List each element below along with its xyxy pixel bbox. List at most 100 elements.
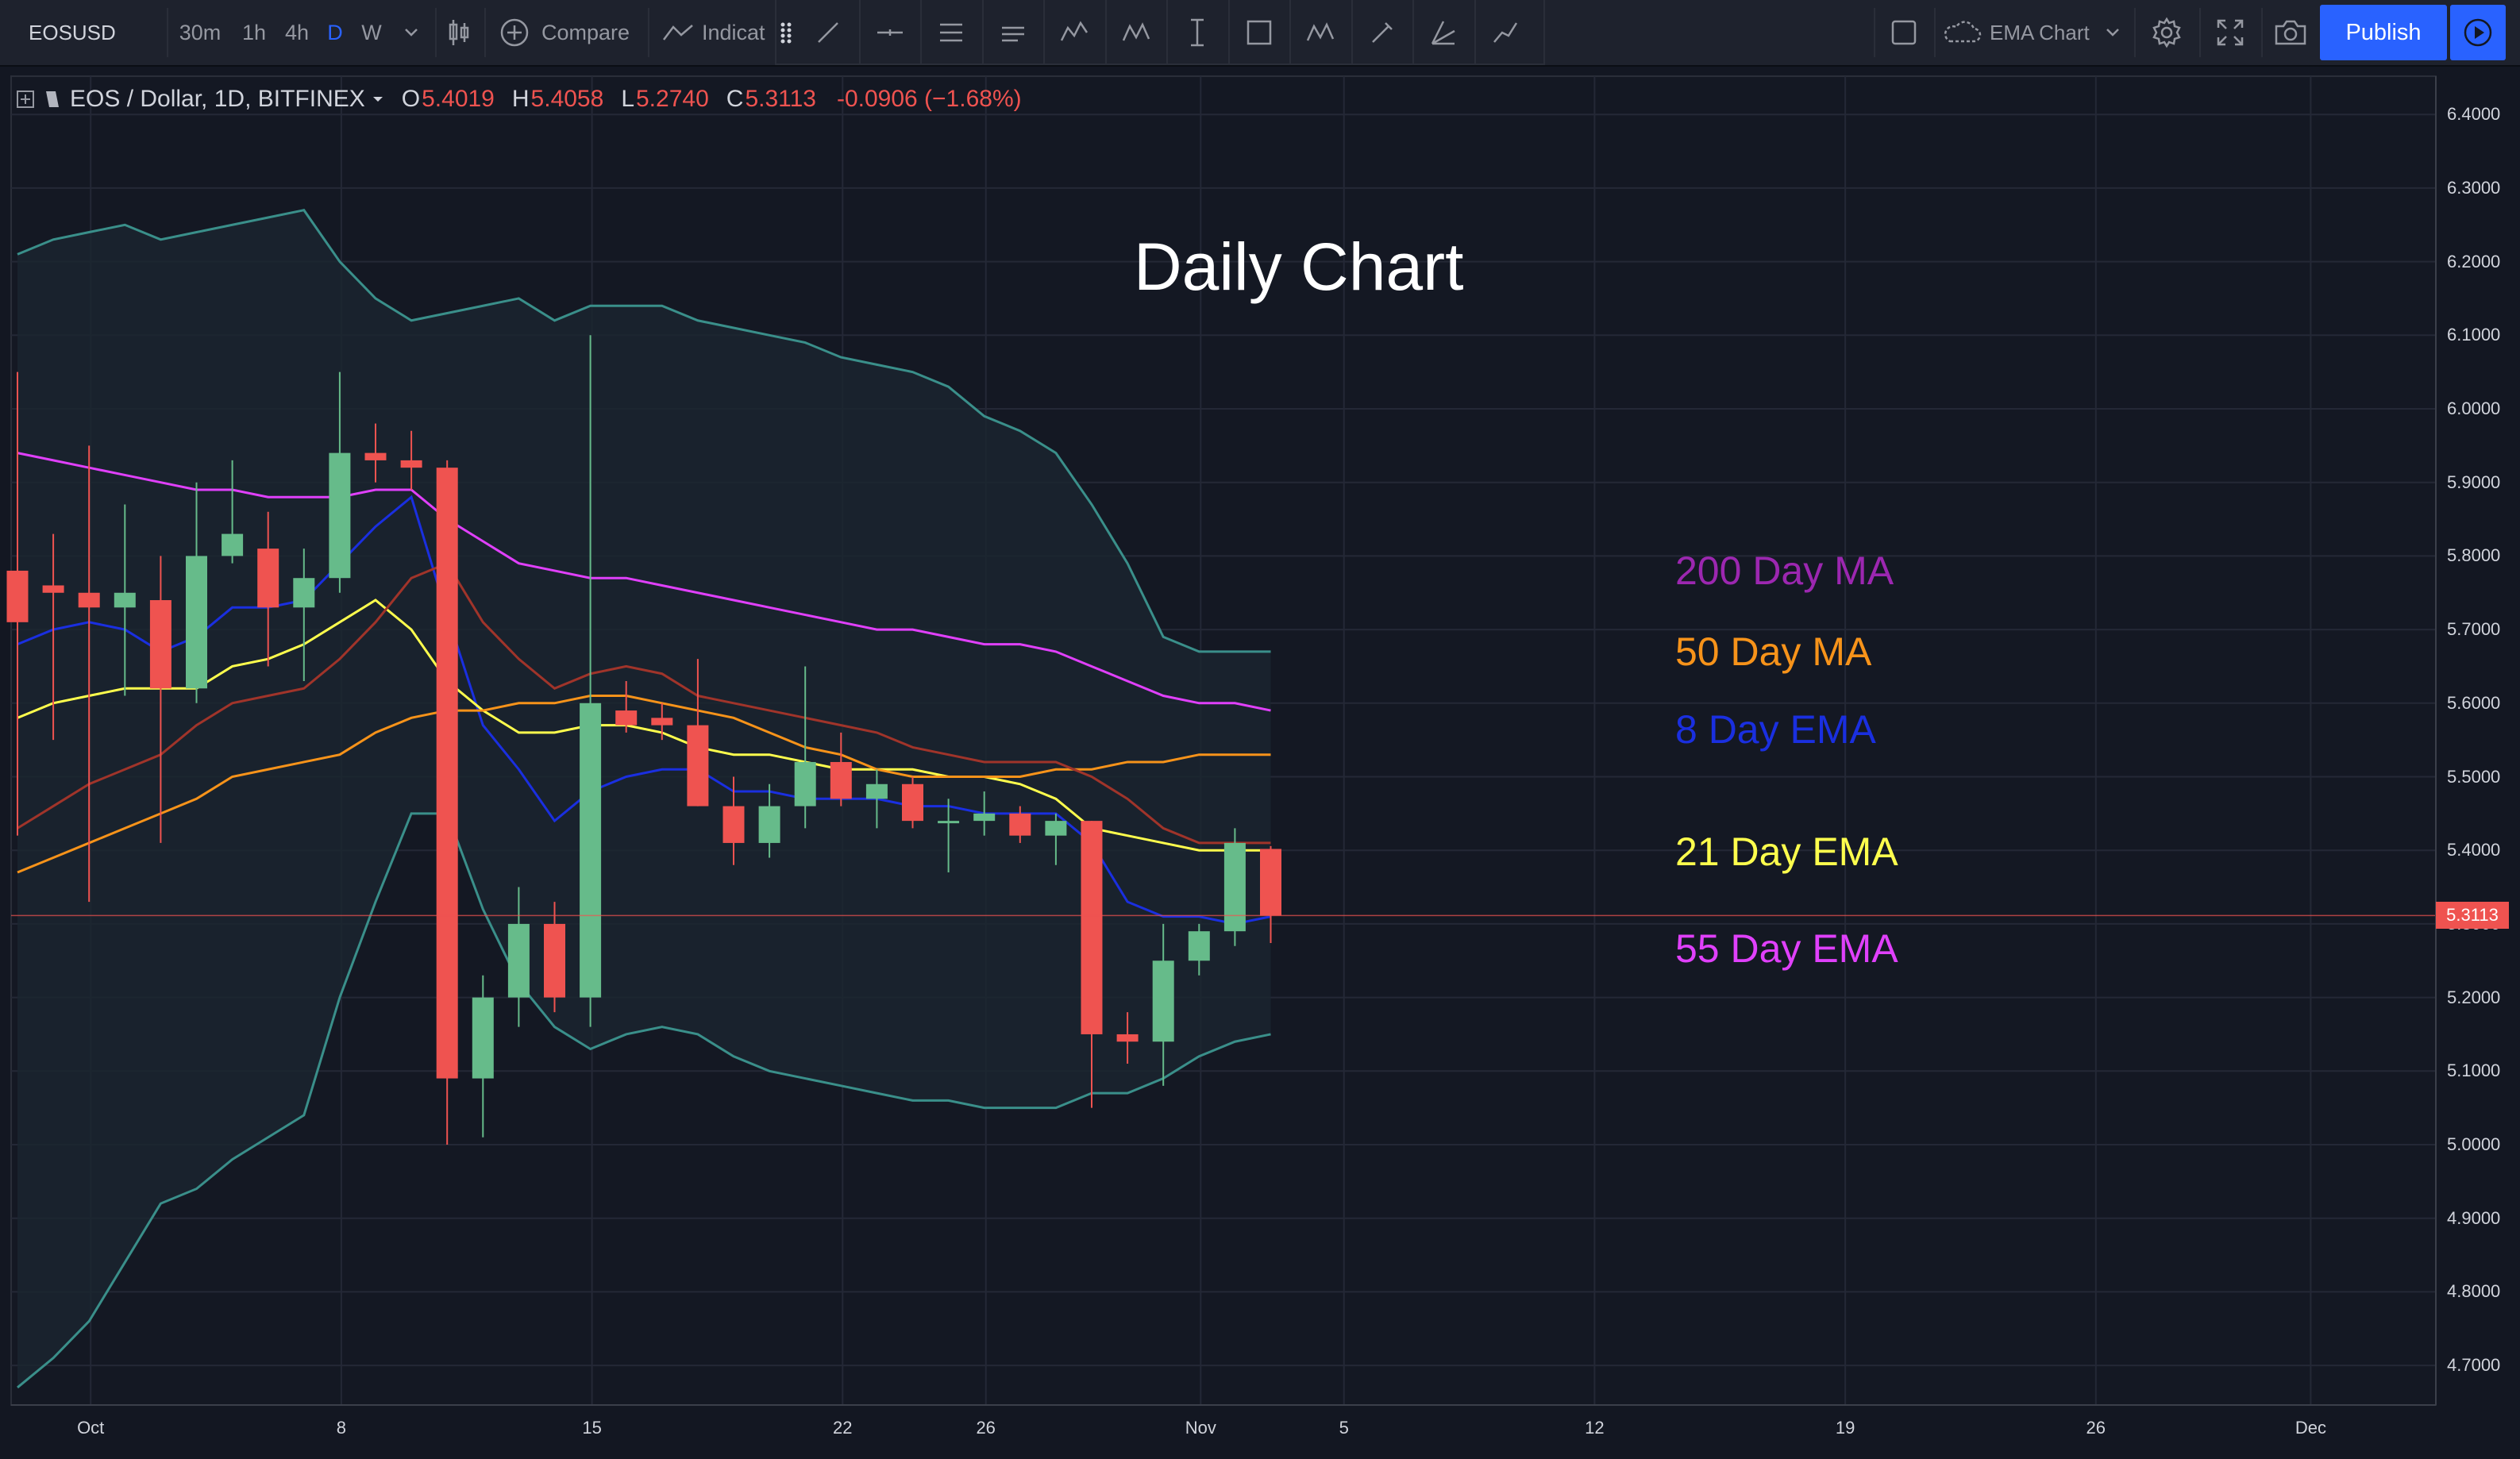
candle-body (1223, 842, 1246, 932)
toolbar-divider (2134, 8, 2136, 57)
open-label: O (401, 86, 421, 112)
compare-label: Compare (541, 20, 630, 44)
time-axis-tick: 26 (976, 1418, 996, 1438)
price-axis-tick: 5.7000 (2447, 619, 2501, 640)
label-200-day-ma: 200 Day MA (1675, 549, 1894, 593)
timeframe-30m[interactable]: 30m (179, 20, 222, 44)
candle-body (544, 923, 565, 998)
layout-menu-button[interactable]: EMA Chart (1942, 0, 2125, 65)
candle-body (6, 570, 29, 622)
toolbar-divider (2261, 8, 2263, 57)
close-value: 5.3113 (745, 86, 816, 112)
expand-legend-icon[interactable] (16, 90, 35, 109)
55-day-ema-line (17, 452, 1271, 712)
pitchfork-icon[interactable] (985, 8, 1041, 57)
timeframe-4h[interactable]: 4h (284, 20, 310, 44)
price-range-icon[interactable] (1169, 8, 1225, 57)
candle-body (186, 556, 207, 689)
drawing-toolbar-divider (1166, 0, 1168, 64)
candle-body (651, 718, 673, 726)
timeframe-w[interactable]: W (361, 20, 382, 44)
toolbar-divider (2199, 8, 2201, 57)
time-axis-tick: 8 (336, 1418, 347, 1438)
symbol-search-button[interactable]: EOSUSD (29, 20, 116, 44)
parallel-channel-icon[interactable] (923, 8, 979, 57)
elliott-wave-icon[interactable] (1046, 8, 1102, 57)
indicators-button[interactable]: Indicat (662, 0, 773, 65)
candle-body (1045, 821, 1067, 836)
publish-button[interactable]: Publish (2320, 5, 2447, 60)
series-legend: EOS / Dollar, 1D, BITFINEX O 5.4019 H 5.40… (16, 79, 1022, 119)
8-day-ema-line (17, 495, 1271, 926)
chevron-down-icon[interactable] (372, 94, 384, 104)
price-axis-tick: 5.1000 (2447, 1061, 2501, 1081)
drawing-toolbar (775, 0, 1545, 65)
fullscreen-icon[interactable] (2204, 0, 2256, 65)
time-axis-tick: 19 (1835, 1418, 1855, 1438)
toolbar-divider (167, 8, 168, 57)
square-icon[interactable] (1880, 0, 1928, 65)
xabcd-pattern-icon[interactable] (1108, 8, 1164, 57)
toolbar-divider (1874, 8, 1875, 57)
price-axis-tick: 5.6000 (2447, 692, 2501, 713)
toolbar-divider (1934, 8, 1936, 57)
candle-body (902, 783, 923, 822)
candle-body (794, 761, 816, 806)
candle-body (615, 710, 638, 726)
candle-style-icon[interactable] (441, 0, 476, 65)
price-axis-tick: 6.0000 (2447, 398, 2501, 418)
abcd-pattern-icon[interactable] (1293, 8, 1348, 57)
chevron-down-icon[interactable] (397, 0, 426, 65)
path-icon[interactable] (1478, 8, 1533, 57)
toolbar-divider (484, 8, 486, 57)
high-value: 5.4058 (530, 86, 604, 112)
candle-body (1116, 1034, 1139, 1042)
price-axis-tick: 5.0000 (2447, 1134, 2501, 1154)
candle-body (938, 821, 960, 824)
plus-circle-icon (500, 18, 529, 47)
candle-body (722, 806, 745, 843)
candle-body (222, 533, 244, 556)
price-axis-tick: 5.5000 (2447, 766, 2501, 787)
legend-title[interactable]: EOS / Dollar, 1D, BITFINEX (70, 86, 365, 112)
indicators-label: Indicat (702, 20, 765, 44)
candle-body (364, 452, 387, 460)
trend-line-icon[interactable] (800, 8, 856, 57)
gear-icon[interactable] (2140, 0, 2193, 65)
price-axis-tick: 5.8000 (2447, 545, 2501, 566)
candle-body (472, 997, 494, 1079)
price-axis-tick: 4.7000 (2447, 1355, 2501, 1376)
time-axis-tick: 5 (1339, 1418, 1349, 1438)
timeframe-d[interactable]: D (327, 20, 343, 44)
rectangle-icon[interactable] (1231, 8, 1287, 57)
drag-handle-icon[interactable] (776, 8, 796, 57)
bollinger-lower-line (17, 812, 1271, 1389)
drawing-toolbar-divider (1289, 0, 1291, 64)
drawing-toolbar-divider (858, 0, 861, 64)
label-21-day-ema: 21 Day EMA (1675, 830, 1898, 874)
candle-body (687, 725, 709, 806)
timeframe-1h[interactable]: 1h (241, 20, 267, 44)
price-axis-tick: 6.2000 (2447, 251, 2501, 271)
brush-icon[interactable] (1354, 8, 1410, 57)
candle-body (436, 468, 458, 1079)
candle-body (758, 806, 780, 843)
candle-body (293, 578, 315, 608)
open-value: 5.4019 (422, 86, 495, 112)
compare-button[interactable]: Compare (499, 0, 642, 65)
ema-brown-line (17, 561, 1271, 845)
camera-icon[interactable] (2264, 0, 2317, 65)
time-axis-tick: Nov (1185, 1418, 1216, 1438)
candle-body (830, 761, 852, 799)
drawing-toolbar-divider (1104, 0, 1107, 64)
candle-body (78, 592, 100, 608)
chevron-down-icon (2106, 29, 2119, 37)
drawing-toolbar-divider (920, 0, 922, 64)
time-axis-tick: 12 (1585, 1418, 1605, 1438)
21-day-ema-line (17, 599, 1271, 852)
horizontal-line-icon[interactable] (862, 8, 918, 57)
fib-fan-icon[interactable] (1416, 8, 1471, 57)
candle-body (507, 923, 530, 998)
play-icon[interactable] (2450, 5, 2506, 60)
